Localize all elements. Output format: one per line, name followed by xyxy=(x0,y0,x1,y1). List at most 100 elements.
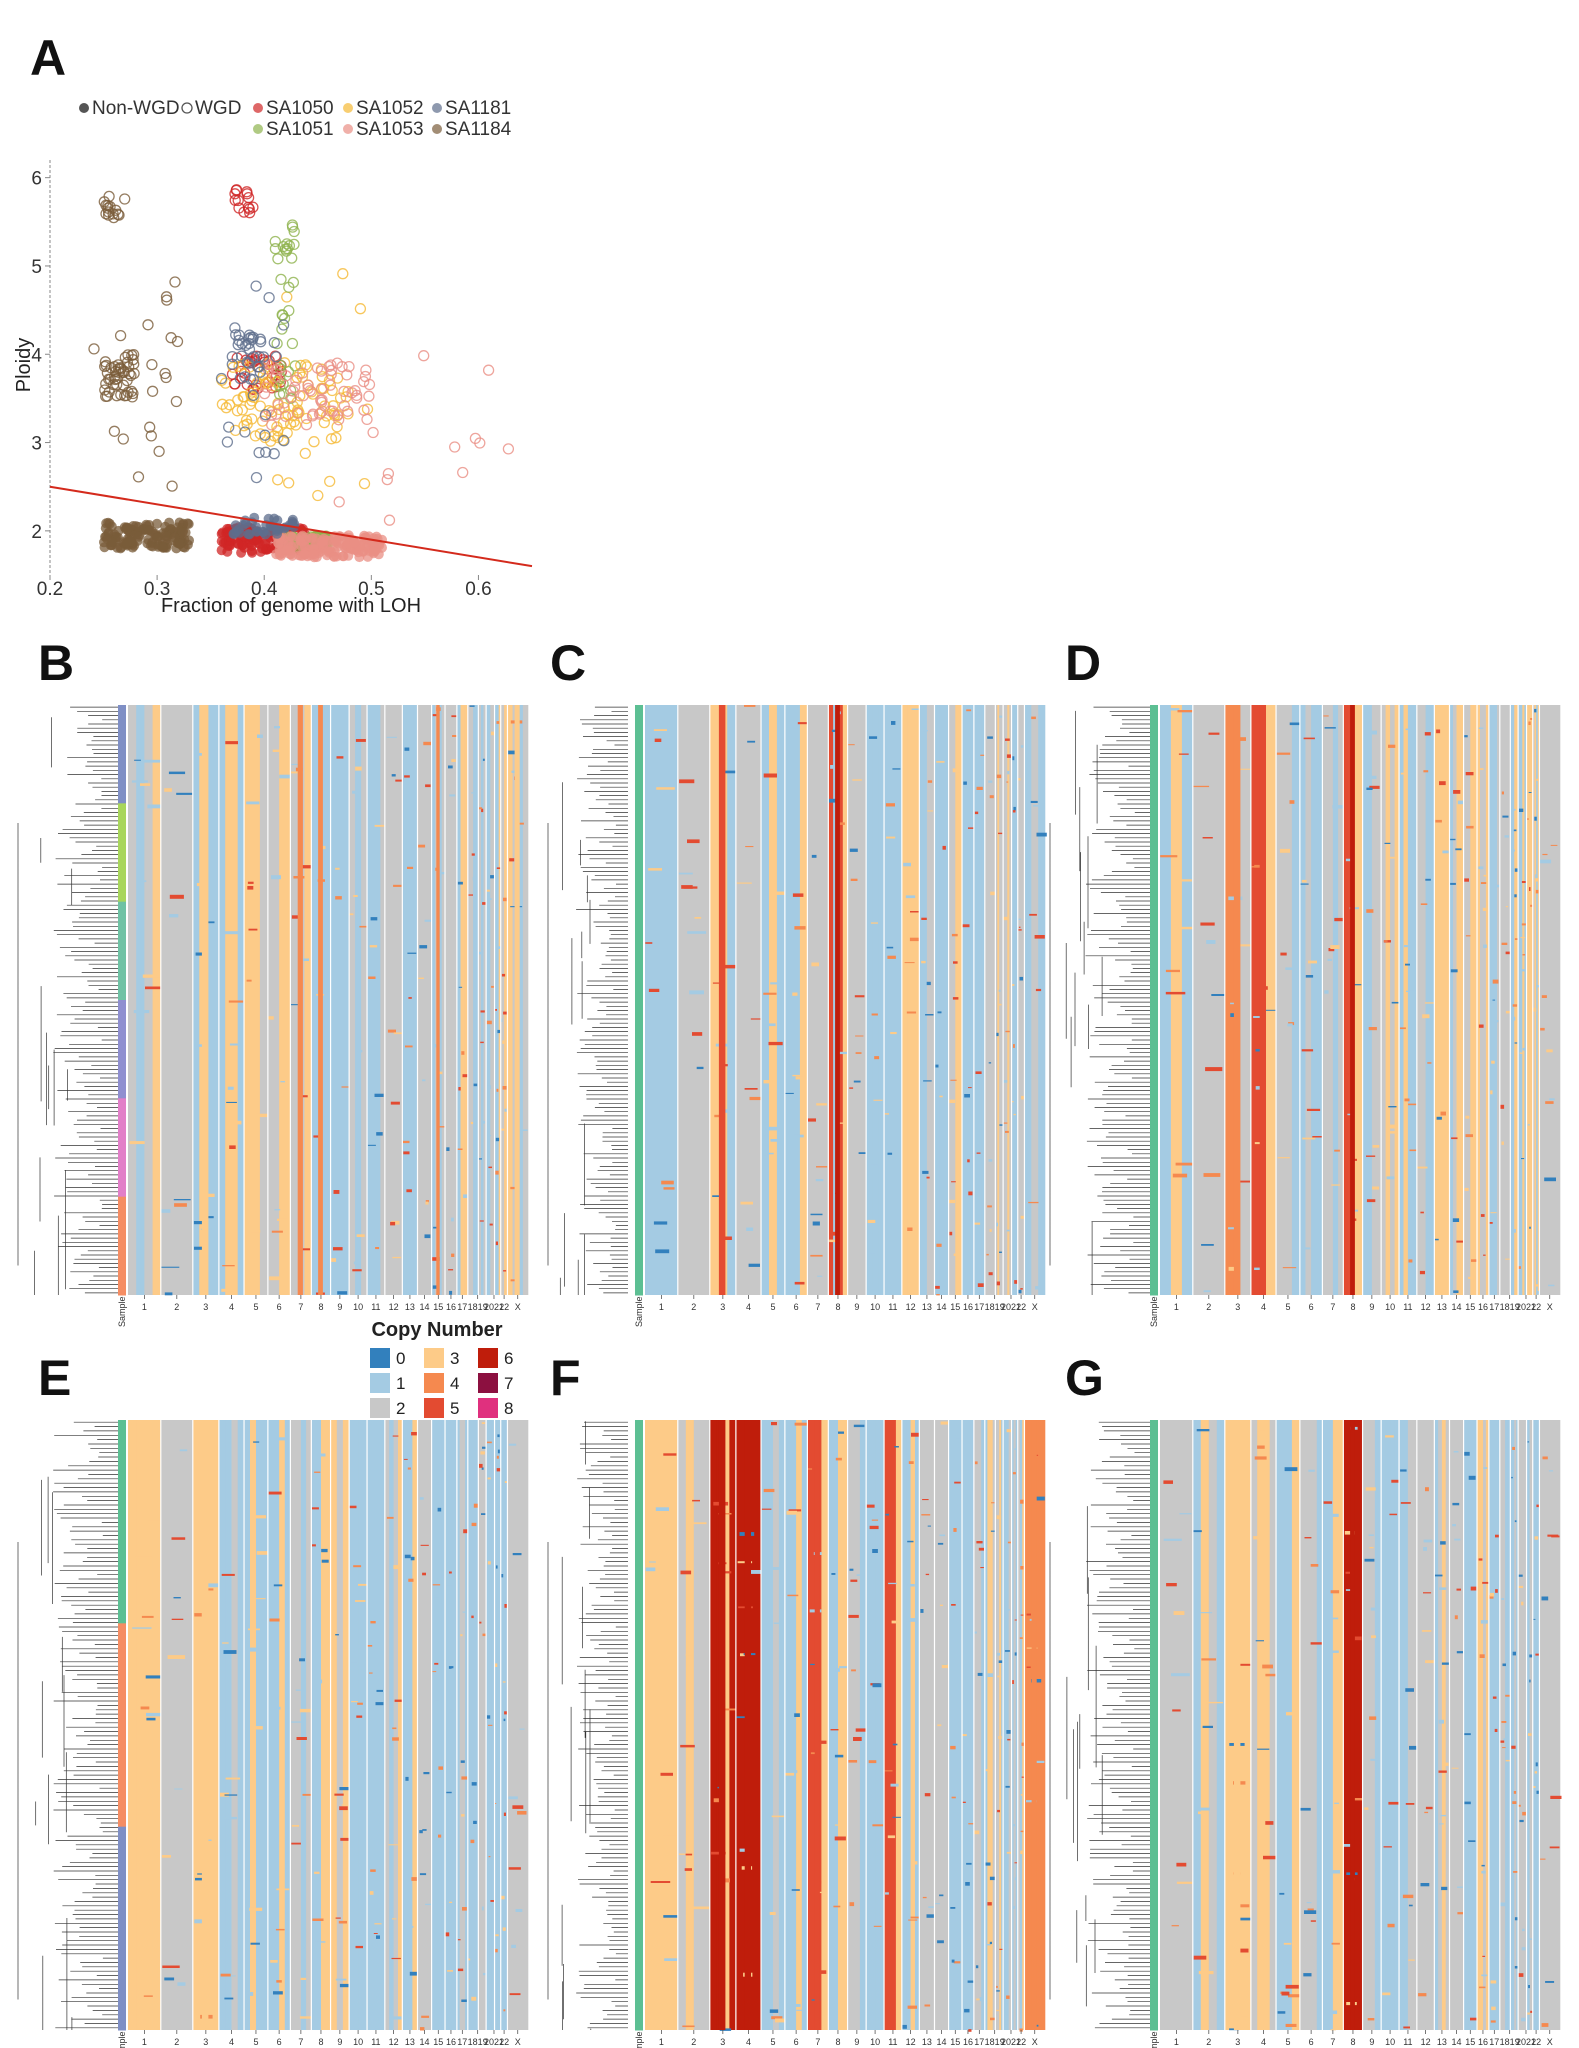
scatter-point-sa1181 xyxy=(233,334,245,347)
cnv-event xyxy=(510,1186,517,1190)
cnv-event xyxy=(951,1604,956,1606)
cnv-event xyxy=(968,1191,973,1196)
sample-annotation-bar xyxy=(1150,705,1158,1296)
chromosome-segment-18 xyxy=(990,1420,993,2030)
cnv-event xyxy=(225,1777,241,1780)
cnv-event xyxy=(460,1634,463,1637)
cnv-event xyxy=(301,1248,310,1251)
cnv-event xyxy=(1343,1844,1355,1847)
cnv-event xyxy=(167,1655,186,1659)
chromosome-tick-label: 2 xyxy=(1206,1302,1211,1312)
cnv-event xyxy=(1534,1771,1538,1774)
chromosome-segment-12 xyxy=(901,705,908,1295)
cnv-event xyxy=(473,1820,477,1824)
cnv-event xyxy=(1006,1730,1011,1734)
cnv-event xyxy=(373,1933,378,1934)
cnv-event xyxy=(1527,2012,1531,2015)
cnv-event xyxy=(1020,745,1024,748)
chromosome-segment-18 xyxy=(1505,1420,1508,2030)
cnv-event xyxy=(1353,984,1362,986)
cnv-event xyxy=(173,1199,191,1201)
cnv-event xyxy=(496,1088,499,1092)
cnv-event xyxy=(927,780,933,783)
chromosome-segment-3 xyxy=(192,705,200,1295)
cnv-event xyxy=(203,1583,219,1588)
cnv-event xyxy=(1408,1259,1413,1263)
cnv-event xyxy=(1438,1823,1444,1825)
scatter-point-sa1053 xyxy=(360,364,372,376)
cnv-event xyxy=(1505,1694,1510,1697)
chromosome-tick-label: 5 xyxy=(253,2037,258,2047)
cnv-event xyxy=(1014,1862,1018,1864)
cnv-event xyxy=(1239,1917,1252,1921)
chromosome-tick-label: 2 xyxy=(174,1302,179,1312)
chromosome-tick-label: 11 xyxy=(371,1302,380,1312)
chromosome-segment-19 xyxy=(995,1420,998,2030)
scatter-point-sa1184 xyxy=(183,519,194,529)
chromosome-segment-22 xyxy=(1017,705,1022,1295)
cnv-event xyxy=(766,1152,774,1155)
chromosome-tick-label: 12 xyxy=(1421,1302,1431,1312)
chromosome-tick-label: 7 xyxy=(1330,1302,1335,1312)
chromosome-segment-X xyxy=(1546,1420,1554,2030)
chromosome-segment-6 xyxy=(267,1420,274,2030)
cnv-event xyxy=(333,1247,343,1251)
cnv-event xyxy=(1019,1637,1023,1639)
cnv-event xyxy=(963,1047,966,1052)
scatter-point-sa1052 xyxy=(331,421,343,433)
scatter-point-sa1050 xyxy=(236,547,247,558)
cnv-event xyxy=(1468,1475,1476,1480)
scatter-point-sa1050 xyxy=(224,541,235,551)
cnv-event xyxy=(763,1488,775,1493)
chromosome-segment-X xyxy=(517,1420,529,2030)
cnv-event xyxy=(1545,1981,1555,1983)
chromosome-segment-19 xyxy=(1510,705,1515,1295)
cnv-event xyxy=(173,1597,181,1599)
scatter-point-sa1053 xyxy=(502,443,515,455)
chromosome-tick-label: 11 xyxy=(1403,1302,1412,1312)
cnv-event xyxy=(1334,1802,1339,1804)
chromosome-segment-7 xyxy=(1332,1420,1344,2030)
chromosome-segment-16 xyxy=(445,705,450,1295)
cnv-event xyxy=(393,884,402,887)
cnv-event xyxy=(490,1900,496,1902)
cnv-event xyxy=(1463,735,1468,738)
scatter-point-sa1184 xyxy=(171,335,184,348)
scatter-point-sa1051 xyxy=(286,252,298,264)
cnv-event xyxy=(853,1737,862,1741)
cnv-event xyxy=(1502,1663,1506,1667)
cnv-event xyxy=(1034,935,1045,939)
cnv-event xyxy=(1457,1886,1466,1888)
chromosome-segment-13 xyxy=(1438,1420,1443,2030)
cnv-event xyxy=(438,1766,443,1770)
cnv-event xyxy=(1366,1155,1376,1157)
chromosome-segment-9 xyxy=(1374,1420,1382,2030)
cnv-event xyxy=(299,2016,312,2019)
scatter-point-sa1184 xyxy=(117,433,129,445)
chromosome-segment-5 xyxy=(778,1420,786,2030)
cnv-event xyxy=(1323,1501,1333,1504)
cnv-event xyxy=(164,788,172,792)
cnv-event xyxy=(280,1081,285,1083)
cnv-event xyxy=(471,1782,477,1786)
cnv-event xyxy=(471,1615,474,1619)
x-tick-label: 0.4 xyxy=(251,579,278,600)
cnv-event xyxy=(1457,1912,1464,1915)
chromosome-segment-10 xyxy=(866,705,873,1295)
chromosome-segment-18 xyxy=(984,705,989,1295)
cnv-event xyxy=(1478,1558,1483,1561)
cnv-event xyxy=(1366,1199,1376,1203)
chromosome-segment-3 xyxy=(727,705,737,1295)
chromosome-segment-14 xyxy=(424,705,432,1295)
cnv-event xyxy=(1367,2018,1375,2021)
cnv-event xyxy=(268,1706,281,1710)
cnv-event xyxy=(1470,1642,1477,1646)
chromosome-segment-12 xyxy=(915,1420,920,2030)
cnv-event xyxy=(853,1080,861,1083)
cnv-event xyxy=(815,1740,827,1744)
cnv-event xyxy=(321,1559,329,1563)
scatter-point-sa1184 xyxy=(145,430,157,442)
cnv-event xyxy=(1439,1283,1443,1288)
cnv-event xyxy=(1451,1767,1459,1769)
